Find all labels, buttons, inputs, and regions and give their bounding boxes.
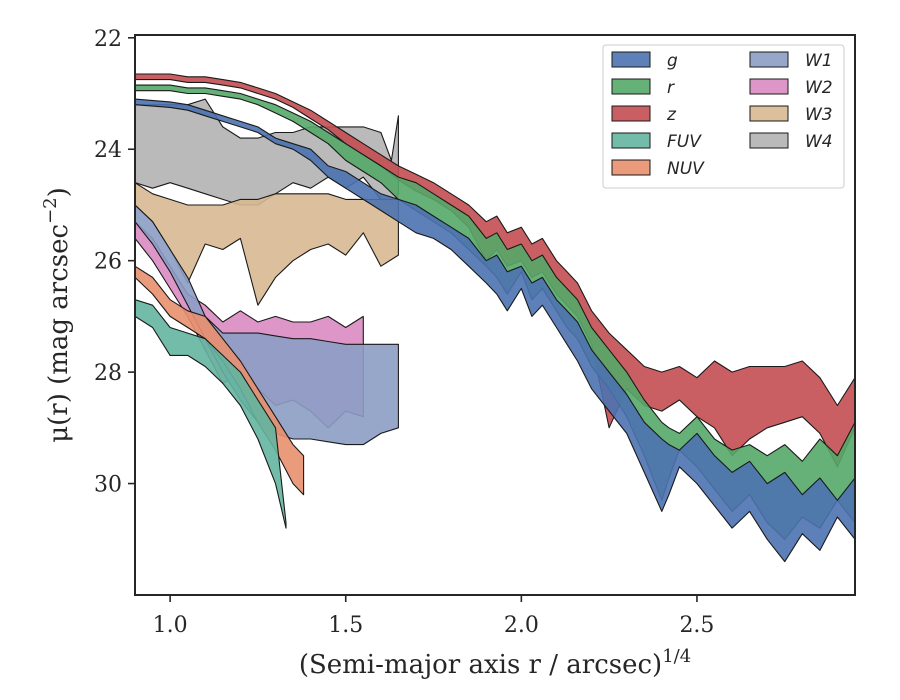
legend: grz FUV NUV W1 W2 W3 W4 bbox=[602, 44, 845, 189]
legend-swatch-g bbox=[611, 51, 651, 68]
y-tick-label: 22 bbox=[94, 27, 122, 52]
axes-layer: 1.0 1.5 2.0 2.5 22 24 26 28 30 bbox=[94, 27, 856, 638]
legend-label-r: r bbox=[667, 78, 675, 98]
legend-swatch-nuv bbox=[611, 159, 651, 176]
plot-frame bbox=[134, 34, 856, 596]
band-layer bbox=[135, 73, 855, 563]
x-tick-label: 1.5 bbox=[328, 613, 363, 638]
y-tick-label: 26 bbox=[94, 250, 122, 275]
y-tick-label: 30 bbox=[94, 473, 122, 498]
band-fuv bbox=[135, 299, 287, 529]
y-axis-label: μ(r) (mag arcsec−2) bbox=[40, 187, 74, 443]
legend-label-w3: W3 bbox=[805, 105, 833, 125]
legend-label-w1: W1 bbox=[805, 51, 833, 71]
legend-label-fuv: FUV bbox=[667, 132, 702, 152]
legend-label-w4: W4 bbox=[805, 132, 833, 152]
legend-swatch-w4 bbox=[749, 132, 789, 149]
band-w3 bbox=[135, 182, 399, 306]
y-tick-label: 28 bbox=[94, 361, 122, 386]
legend-label-g: g bbox=[667, 51, 678, 71]
band-g bbox=[135, 98, 855, 563]
band-nuv bbox=[135, 265, 305, 496]
legend-swatch-fuv bbox=[611, 132, 651, 149]
x-tick-label: 1.0 bbox=[153, 613, 188, 638]
legend-label-w2: W2 bbox=[805, 78, 833, 98]
legend-swatch-z bbox=[611, 105, 651, 122]
x-tick-label: 2.0 bbox=[504, 613, 539, 638]
legend-swatch-w1 bbox=[749, 51, 789, 68]
y-tick-label: 24 bbox=[94, 138, 122, 163]
legend-swatch-r bbox=[611, 78, 651, 95]
x-axis-label: (Semi-major axis r / arcsec)1/4 bbox=[299, 646, 691, 680]
legend-swatch-w2 bbox=[749, 78, 789, 95]
legend-swatch-w3 bbox=[749, 105, 789, 122]
legend-label-z: z bbox=[666, 105, 677, 125]
legend-label-nuv: NUV bbox=[667, 159, 705, 179]
x-tick-label: 2.5 bbox=[679, 613, 714, 638]
